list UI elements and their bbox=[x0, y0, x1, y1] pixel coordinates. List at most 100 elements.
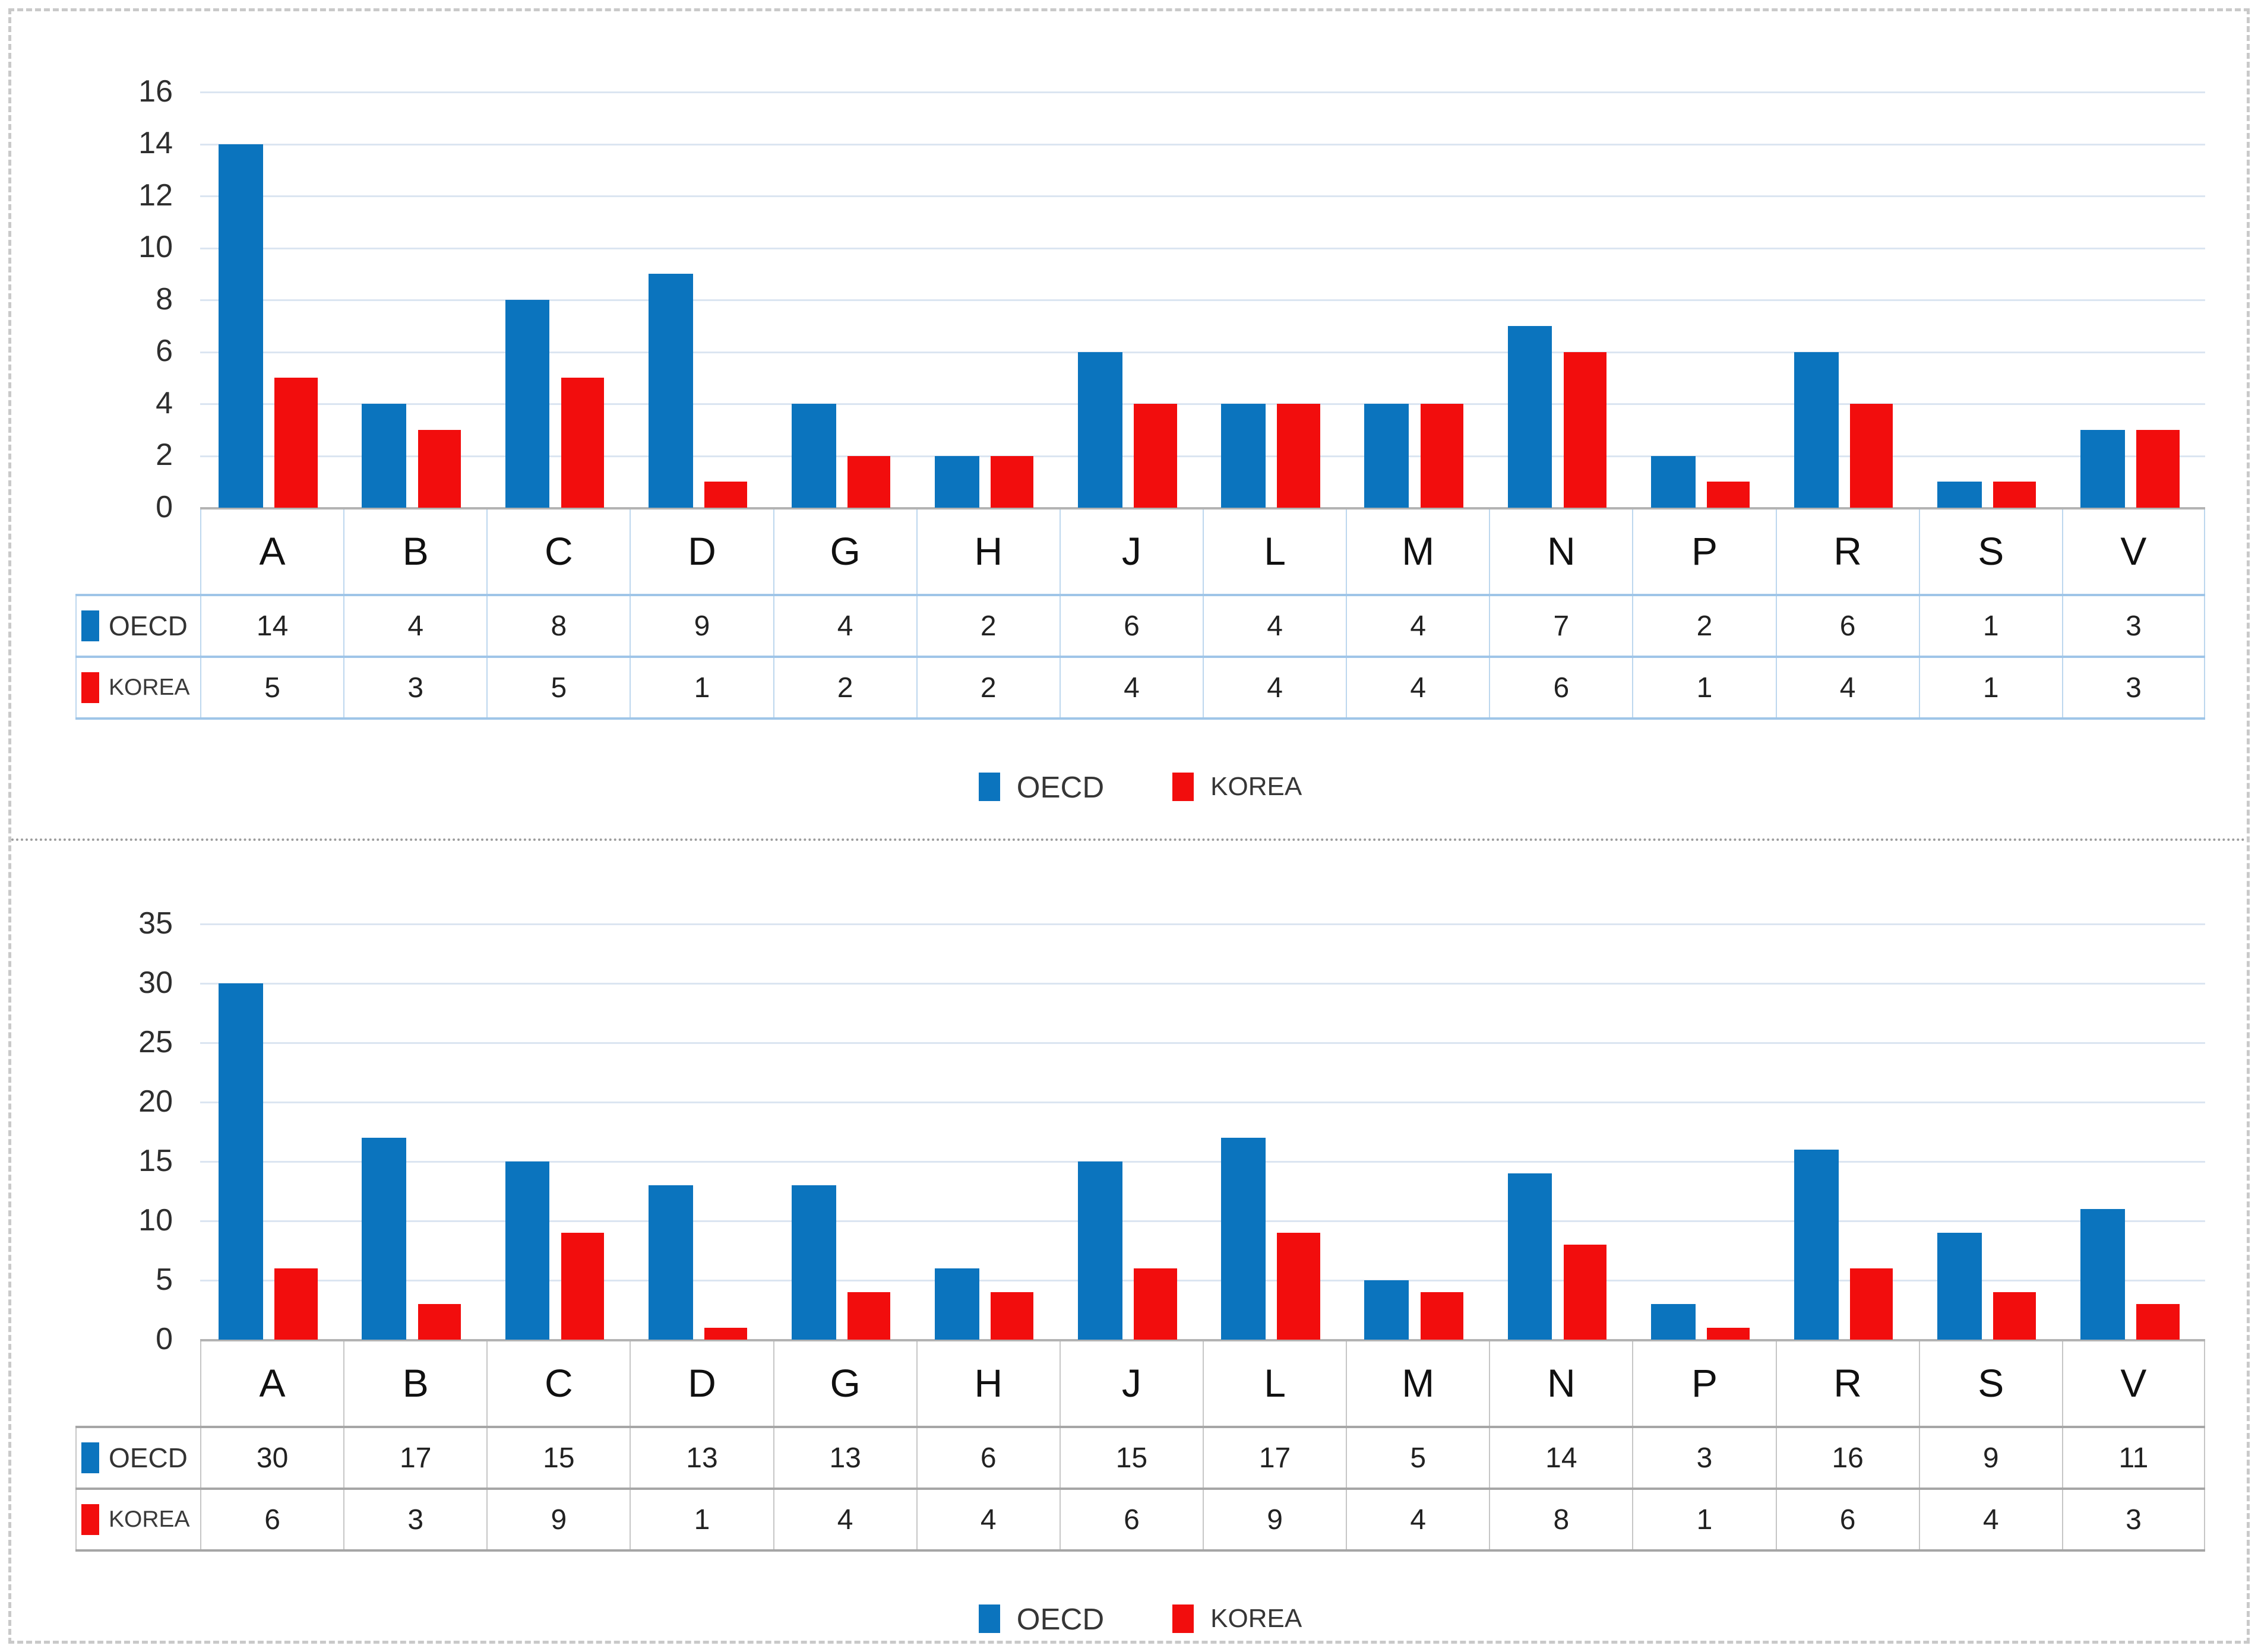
x-axis-line bbox=[200, 1339, 2205, 1341]
bar-korea-b bbox=[418, 429, 461, 508]
legend-swatch-korea-icon bbox=[1172, 1604, 1194, 1633]
bar-group-n bbox=[1489, 92, 1632, 508]
bar-group-g bbox=[773, 92, 916, 508]
value-cell: 17 bbox=[343, 1428, 486, 1488]
value-cell: 8 bbox=[1489, 1490, 1632, 1549]
bar-oecd-j bbox=[1078, 352, 1122, 508]
bar-group-a bbox=[200, 924, 343, 1340]
value-cell: 2 bbox=[1632, 596, 1775, 656]
category-cell: M bbox=[1346, 508, 1489, 594]
bar-group-p bbox=[1632, 924, 1775, 1340]
value-cell: 3 bbox=[2061, 1490, 2205, 1549]
legend-swatch-korea-icon bbox=[1172, 773, 1194, 801]
bar-korea-l bbox=[1277, 404, 1320, 508]
value-cell: 6 bbox=[1775, 1490, 1919, 1549]
bar-korea-m bbox=[1420, 404, 1463, 508]
bar-group-n bbox=[1489, 924, 1632, 1340]
series-key-cell: KOREA bbox=[75, 658, 200, 717]
value-cell: 6 bbox=[1059, 596, 1203, 656]
category-cell: G bbox=[773, 1340, 916, 1426]
value-cell: 3 bbox=[2061, 596, 2205, 656]
bar-oecd-s bbox=[1937, 1233, 1982, 1340]
legend: OECD KOREA bbox=[75, 1600, 2205, 1637]
bar-group-r bbox=[1776, 924, 1919, 1340]
bar-oecd-d bbox=[648, 274, 693, 508]
value-cell: 4 bbox=[773, 596, 916, 656]
bar-oecd-s bbox=[1937, 482, 1982, 508]
bar-korea-c bbox=[561, 378, 604, 508]
gridline bbox=[200, 403, 2205, 405]
bar-oecd-a bbox=[219, 983, 264, 1340]
gridline bbox=[200, 982, 2205, 985]
category-cell: S bbox=[1918, 1340, 2062, 1426]
category-cell: P bbox=[1632, 1340, 1775, 1426]
y-tick-label: 12 bbox=[138, 178, 173, 213]
category-cell: H bbox=[916, 1340, 1060, 1426]
value-cell: 1 bbox=[1918, 596, 2062, 656]
bar-oecd-h bbox=[935, 455, 979, 508]
oecd-swatch-icon bbox=[81, 1442, 99, 1473]
panel-divider bbox=[11, 838, 2247, 841]
gridline bbox=[200, 455, 2205, 457]
bar-korea-p bbox=[1706, 1328, 1750, 1340]
y-tick-label: 4 bbox=[156, 385, 173, 420]
category-cell: L bbox=[1202, 508, 1346, 594]
y-tick-label: 6 bbox=[156, 334, 173, 369]
chart-area-bottom: 0 5 10 15 20 25 30 35 bbox=[75, 841, 2205, 1354]
value-cell: 4 bbox=[1775, 658, 1919, 717]
y-tick-label: 15 bbox=[138, 1143, 173, 1178]
table-corner-cell bbox=[75, 508, 200, 594]
gridline bbox=[200, 1220, 2205, 1222]
value-cell: 1 bbox=[1632, 658, 1775, 717]
y-tick-label: 10 bbox=[138, 230, 173, 265]
plot-area bbox=[200, 923, 2205, 1341]
bar-oecd-m bbox=[1364, 1280, 1409, 1340]
value-cell: 6 bbox=[200, 1490, 343, 1549]
category-cell: C bbox=[486, 508, 630, 594]
bar-oecd-p bbox=[1650, 455, 1696, 508]
bar-group-d bbox=[630, 92, 773, 508]
chart-area-top: 0 2 4 6 8 10 12 14 16 bbox=[75, 11, 2205, 523]
bar-korea-h bbox=[991, 455, 1034, 508]
bar-group-h bbox=[916, 92, 1060, 508]
legend-swatch-oecd-icon bbox=[978, 773, 1000, 801]
value-cell: 13 bbox=[630, 1428, 773, 1488]
y-tick-label: 30 bbox=[138, 965, 173, 1000]
category-cell: D bbox=[630, 1340, 773, 1426]
legend-swatch-oecd-icon bbox=[978, 1604, 1000, 1633]
category-cell: J bbox=[1059, 508, 1203, 594]
value-cell: 3 bbox=[1632, 1428, 1775, 1488]
table-row-oecd: OECD 30 17 15 13 13 6 15 17 5 14 3 16 9 11 bbox=[75, 1428, 2205, 1490]
series-key-label: KOREA bbox=[109, 675, 190, 700]
bar-korea-l bbox=[1277, 1233, 1320, 1340]
value-cell: 16 bbox=[1775, 1428, 1919, 1488]
bar-group-s bbox=[1919, 92, 2062, 508]
table-corner-cell bbox=[75, 1340, 200, 1426]
y-tick-label: 10 bbox=[138, 1202, 173, 1238]
value-cell: 15 bbox=[1059, 1428, 1203, 1488]
category-cell: A bbox=[200, 1340, 343, 1426]
bar-group-b bbox=[343, 924, 486, 1340]
category-cell: D bbox=[630, 508, 773, 594]
bar-korea-g bbox=[847, 1292, 891, 1340]
chart-panel-top: 0 2 4 6 8 10 12 14 16 A B C D G H J L M N P R S V OECD 14 4 8 9 4 2 6… bbox=[75, 11, 2205, 805]
bar-korea-h bbox=[991, 1292, 1034, 1340]
y-axis: 0 5 10 15 20 25 30 35 bbox=[75, 908, 200, 1354]
value-cell: 3 bbox=[2061, 658, 2205, 717]
bar-oecd-d bbox=[648, 1185, 693, 1340]
bar-oecd-c bbox=[505, 1162, 550, 1340]
category-cell: R bbox=[1775, 1340, 1919, 1426]
bar-group-l bbox=[1203, 92, 1346, 508]
gridline bbox=[200, 143, 2205, 145]
bar-korea-v bbox=[2136, 429, 2180, 508]
bar-group-j bbox=[1060, 92, 1203, 508]
value-cell: 4 bbox=[1346, 596, 1489, 656]
value-cell: 4 bbox=[1346, 658, 1489, 717]
bar-korea-j bbox=[1134, 404, 1177, 508]
value-cell: 14 bbox=[1489, 1428, 1632, 1488]
korea-swatch-icon bbox=[81, 1504, 99, 1535]
category-cell: V bbox=[2061, 1340, 2205, 1426]
bar-korea-g bbox=[847, 455, 891, 508]
category-cell: P bbox=[1632, 508, 1775, 594]
value-cell: 4 bbox=[1202, 658, 1346, 717]
